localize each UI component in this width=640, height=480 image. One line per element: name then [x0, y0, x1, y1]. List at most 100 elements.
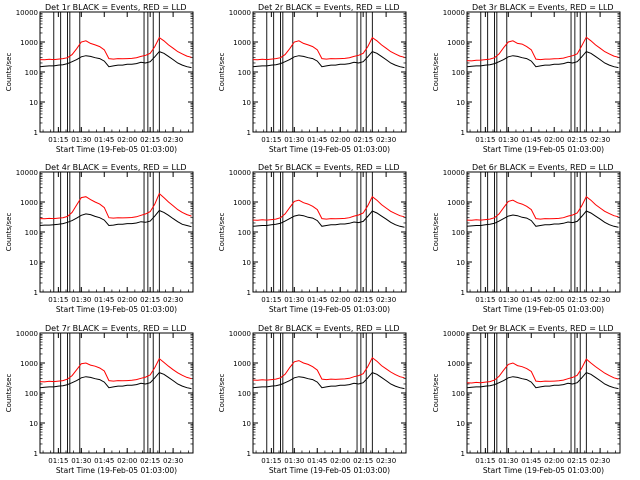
x-tick-label: 02:30 — [163, 296, 183, 304]
x-tick-label: 02:15 — [353, 136, 373, 144]
x-tick-label: 01:45 — [307, 136, 327, 144]
x-tick-label: 01:30 — [498, 457, 518, 465]
x-tick-label: 02:30 — [376, 296, 396, 304]
events-series-line — [39, 51, 192, 69]
lld-series-line — [39, 357, 192, 383]
x-tick-label: 01:45 — [94, 457, 114, 465]
x-tick-label: 01:15 — [261, 457, 281, 465]
panel-title: Det 1r BLACK = Events, RED = LLD — [45, 3, 187, 12]
x-tick-label: 02:30 — [590, 457, 610, 465]
y-tick-label: 100 — [25, 390, 38, 398]
y-tick-label: 1000 — [20, 39, 38, 47]
x-tick-label: 01:15 — [261, 296, 281, 304]
x-tick-label: 01:15 — [48, 457, 68, 465]
y-tick-label: 10 — [456, 420, 465, 428]
y-tick-label: 1000 — [233, 199, 251, 207]
x-axis-label: Start Time (19-Feb-05 01:03:00) — [483, 305, 604, 314]
x-tick-label: 01:45 — [307, 296, 327, 304]
panel-title: Det 8r BLACK = Events, RED = LLD — [258, 324, 400, 333]
x-tick-label: 02:15 — [353, 296, 373, 304]
x-axis-label: Start Time (19-Feb-05 01:03:00) — [56, 466, 177, 475]
x-axis-label: Start Time (19-Feb-05 01:03:00) — [483, 466, 604, 475]
panel-det-5: Det 5r BLACK = Events, RED = LLD 1 10 100 10… — [218, 163, 407, 314]
y-tick-label: 10 — [242, 99, 251, 107]
x-tick-label: 02:00 — [330, 457, 350, 465]
plot-frame — [466, 171, 621, 293]
panel-det-2: Det 2r BLACK = Events, RED = LLD 1 10 100 10… — [218, 3, 407, 154]
panel-det-8: Det 8r BLACK = Events, RED = LLD 1 10 100 10… — [218, 324, 407, 475]
y-tick-label: 1 — [34, 129, 38, 137]
y-tick-label: 100 — [238, 69, 251, 77]
x-tick-label: 02:15 — [140, 457, 160, 465]
y-axis-label: Counts/sec — [432, 374, 440, 413]
x-tick-label: 02:00 — [330, 296, 350, 304]
y-tick-label: 10 — [29, 259, 38, 267]
events-series-line — [466, 51, 619, 69]
x-tick-label: 01:45 — [94, 296, 114, 304]
y-tick-label: 10000 — [443, 9, 465, 17]
x-tick-label: 02:30 — [590, 296, 610, 304]
x-tick-label: 01:30 — [498, 296, 518, 304]
y-tick-label: 10000 — [229, 9, 251, 17]
x-tick-label: 01:45 — [521, 136, 541, 144]
y-tick-label: 100 — [25, 229, 38, 237]
y-tick-label: 100 — [25, 69, 38, 77]
x-tick-label: 01:30 — [71, 136, 91, 144]
plot-frame — [466, 11, 621, 133]
y-tick-label: 10000 — [16, 330, 38, 338]
panel-title: Det 4r BLACK = Events, RED = LLD — [45, 163, 187, 172]
x-axis-label: Start Time (19-Feb-05 01:03:00) — [269, 305, 390, 314]
y-tick-label: 100 — [452, 69, 465, 77]
y-tick-label: 10 — [29, 420, 38, 428]
events-series-line — [466, 210, 619, 228]
x-tick-label: 01:30 — [284, 296, 304, 304]
x-tick-label: 01:45 — [521, 296, 541, 304]
panel-title: Det 3r BLACK = Events, RED = LLD — [472, 3, 614, 12]
y-tick-label: 10 — [456, 99, 465, 107]
x-axis-label: Start Time (19-Feb-05 01:03:00) — [56, 305, 177, 314]
panel-det-1: Det 1r BLACK = Events, RED = LLD 1 10 100 10… — [5, 3, 194, 154]
y-axis-label: Counts/sec — [218, 374, 226, 413]
y-tick-label: 10000 — [443, 330, 465, 338]
y-tick-label: 1000 — [20, 360, 38, 368]
x-tick-label: 01:30 — [284, 457, 304, 465]
panel-det-6: Det 6r BLACK = Events, RED = LLD 1 10 100 10… — [432, 163, 621, 314]
y-tick-label: 10000 — [443, 169, 465, 177]
y-tick-label: 10000 — [16, 169, 38, 177]
y-tick-label: 1000 — [447, 199, 465, 207]
y-axis-label: Counts/sec — [5, 213, 13, 252]
events-series-line — [39, 209, 192, 228]
y-axis-label: Counts/sec — [5, 53, 13, 92]
y-tick-label: 10 — [456, 259, 465, 267]
y-tick-label: 1 — [247, 450, 251, 458]
x-axis-label: Start Time (19-Feb-05 01:03:00) — [483, 145, 604, 154]
x-tick-label: 01:45 — [307, 457, 327, 465]
plot-frame — [252, 171, 407, 293]
y-tick-label: 100 — [238, 390, 251, 398]
x-tick-label: 02:00 — [544, 296, 564, 304]
y-tick-label: 10000 — [16, 9, 38, 17]
plot-frame — [39, 171, 194, 293]
x-tick-label: 02:30 — [163, 136, 183, 144]
x-tick-label: 02:00 — [330, 136, 350, 144]
x-tick-label: 02:00 — [117, 296, 137, 304]
y-tick-label: 1000 — [447, 39, 465, 47]
events-series-line — [466, 372, 619, 390]
plot-frame — [466, 332, 621, 454]
x-tick-label: 01:15 — [48, 296, 68, 304]
y-axis-label: Counts/sec — [5, 374, 13, 413]
x-tick-label: 01:45 — [521, 457, 541, 465]
plot-frame — [252, 11, 407, 133]
lld-series-line — [466, 358, 619, 384]
plot-frame — [252, 332, 407, 454]
lld-series-line — [39, 36, 192, 61]
y-tick-label: 1 — [34, 289, 38, 297]
y-tick-label: 10 — [242, 259, 251, 267]
lld-series-line — [466, 36, 619, 62]
y-tick-label: 1 — [461, 289, 465, 297]
y-tick-label: 1 — [247, 129, 251, 137]
x-axis-label: Start Time (19-Feb-05 01:03:00) — [56, 145, 177, 154]
x-tick-label: 02:15 — [353, 457, 373, 465]
lld-series-line — [252, 195, 405, 221]
